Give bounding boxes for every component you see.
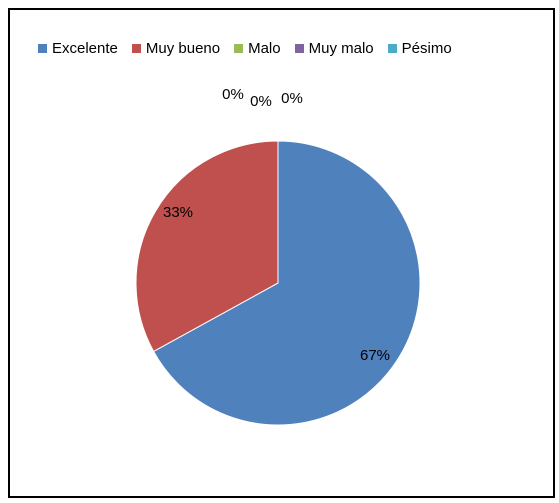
legend-label-pesimo: Pésimo: [401, 39, 452, 57]
pie-slice-muy-bueno: [135, 140, 279, 353]
legend-item-malo: Malo: [234, 40, 281, 57]
legend-swatch-malo: [234, 43, 244, 53]
legend-label-muy-malo: Muy malo: [308, 39, 374, 57]
data-label-excelente: 67%: [360, 347, 390, 364]
legend-item-muy-bueno: Muy bueno: [131, 39, 221, 57]
data-label-muy-bueno: 33%: [163, 204, 193, 221]
legend-swatch-muy-bueno: [131, 43, 141, 53]
legend-swatch-muy-malo: [294, 43, 304, 53]
data-label-pesimo: 0%: [281, 90, 303, 107]
legend-label-muy-bueno: Muy bueno: [145, 39, 221, 57]
legend-label-excelente: Excelente: [52, 39, 118, 57]
data-label-muy-malo: 0%: [250, 93, 272, 110]
legend-swatch-excelente: [38, 43, 47, 53]
legend-item-pesimo: Pésimo: [387, 39, 452, 57]
legend-swatch-pesimo: [387, 43, 397, 53]
pie-data-labels: 67% 33% 0% 0% 0%: [163, 86, 390, 364]
data-label-malo: 0%: [222, 86, 244, 103]
pie-slices: [135, 140, 421, 426]
legend-label-malo: Malo: [248, 39, 281, 57]
chart-legend: Excelente Muy bueno Malo Muy malo Pésimo: [38, 38, 452, 58]
legend-item-muy-malo: Muy malo: [294, 39, 374, 57]
legend-item-excelente: Excelente: [38, 40, 118, 57]
pie-slice-excelente: [152, 140, 421, 426]
